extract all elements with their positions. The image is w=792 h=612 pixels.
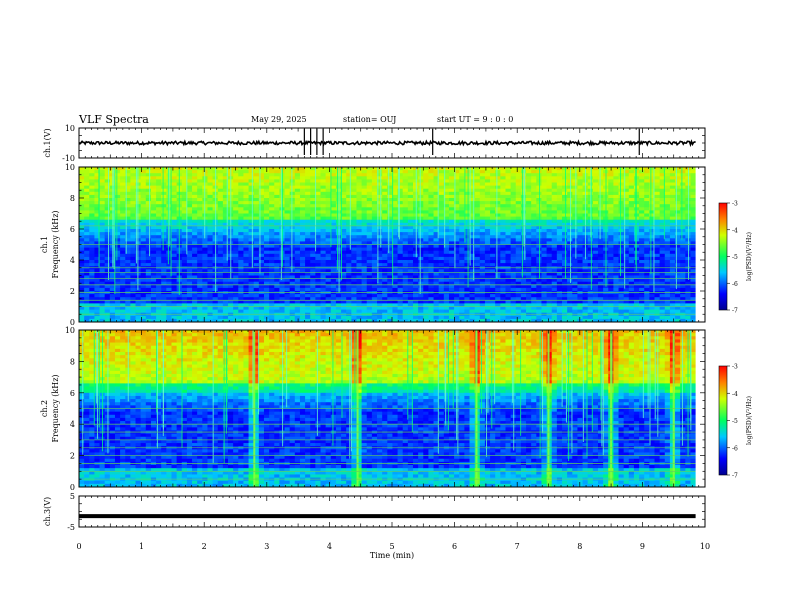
colorbar-tick-label: -5: [732, 418, 738, 425]
y-tick-label: 8: [70, 357, 75, 366]
colorbar-tick-label: -4: [732, 227, 738, 234]
y-tick-label: -5: [67, 523, 75, 532]
ch2-spectrogram-image: [78, 330, 705, 488]
y-tick-label: 10: [65, 163, 75, 172]
start-time-label: start UT = 9 : 0 : 0: [437, 115, 514, 124]
colorbar: [718, 365, 728, 476]
y-tick-label: 10: [65, 326, 75, 335]
x-tick-label: 5: [389, 542, 394, 551]
y-axis-label-channel: ch.2: [40, 400, 49, 417]
x-tick-label: 10: [700, 542, 710, 551]
colorbar-label: log(PSD)(V²/Hz): [746, 396, 753, 445]
colorbar-tick-label: -7: [732, 308, 738, 315]
y-tick-label: 4: [70, 256, 75, 265]
y-axis-label-frequency: Frequency (kHz): [51, 374, 60, 442]
ch1-spectrogram-image: [79, 167, 705, 323]
y-tick-label: 2: [70, 287, 75, 296]
x-tick-label: 6: [452, 542, 457, 551]
x-tick-label: 1: [139, 542, 144, 551]
x-tick-label: 7: [515, 542, 520, 551]
y-tick-label: 6: [70, 389, 75, 398]
colorbar-tick-label: -4: [732, 391, 738, 398]
colorbar-label: log(PSD)(V²/Hz): [746, 232, 753, 281]
x-tick-label: 8: [577, 542, 582, 551]
y-tick-label: 10: [65, 124, 75, 133]
x-tick-label: 3: [264, 542, 269, 551]
x-tick-label: 0: [76, 542, 81, 551]
x-tick-label: 4: [327, 542, 332, 551]
y-tick-label: -10: [62, 154, 75, 163]
y-axis-label-channel: ch.1: [40, 236, 49, 253]
colorbar-tick-label: -6: [732, 281, 738, 288]
y-tick-label: 0: [70, 318, 75, 327]
x-tick-label: 9: [640, 542, 645, 551]
y-tick-label: 0: [70, 483, 75, 492]
y-axis-label: ch.3(V): [43, 497, 52, 526]
colorbar-tick-label: -6: [732, 445, 738, 452]
colorbar: [718, 202, 728, 311]
y-tick-label: 4: [70, 420, 75, 429]
colorbar-tick-label: -3: [732, 201, 738, 208]
y-tick-label: 6: [70, 225, 75, 234]
figure-title: VLF Spectra: [79, 113, 149, 126]
y-tick-label: 2: [70, 452, 75, 461]
colorbar-tick-label: -3: [732, 364, 738, 371]
x-axis-label: Time (min): [370, 551, 414, 560]
colorbar-tick-label: -5: [732, 254, 738, 261]
colorbar-tick-label: -7: [732, 473, 738, 480]
ch1-trace-path: [78, 139, 696, 148]
y-axis-label: ch.1(V): [43, 128, 52, 157]
y-axis-label-frequency: Frequency (kHz): [51, 210, 60, 278]
x-tick-label: 2: [202, 542, 207, 551]
ch1-waveform-trace: [78, 128, 696, 155]
no-data-region: [695, 167, 705, 322]
y-tick-label: 8: [70, 194, 75, 203]
no-data-region: [695, 330, 705, 487]
date-label: May 29, 2025: [251, 115, 307, 124]
y-tick-label: 5: [70, 492, 75, 501]
station-label: station= OUJ: [343, 115, 397, 124]
